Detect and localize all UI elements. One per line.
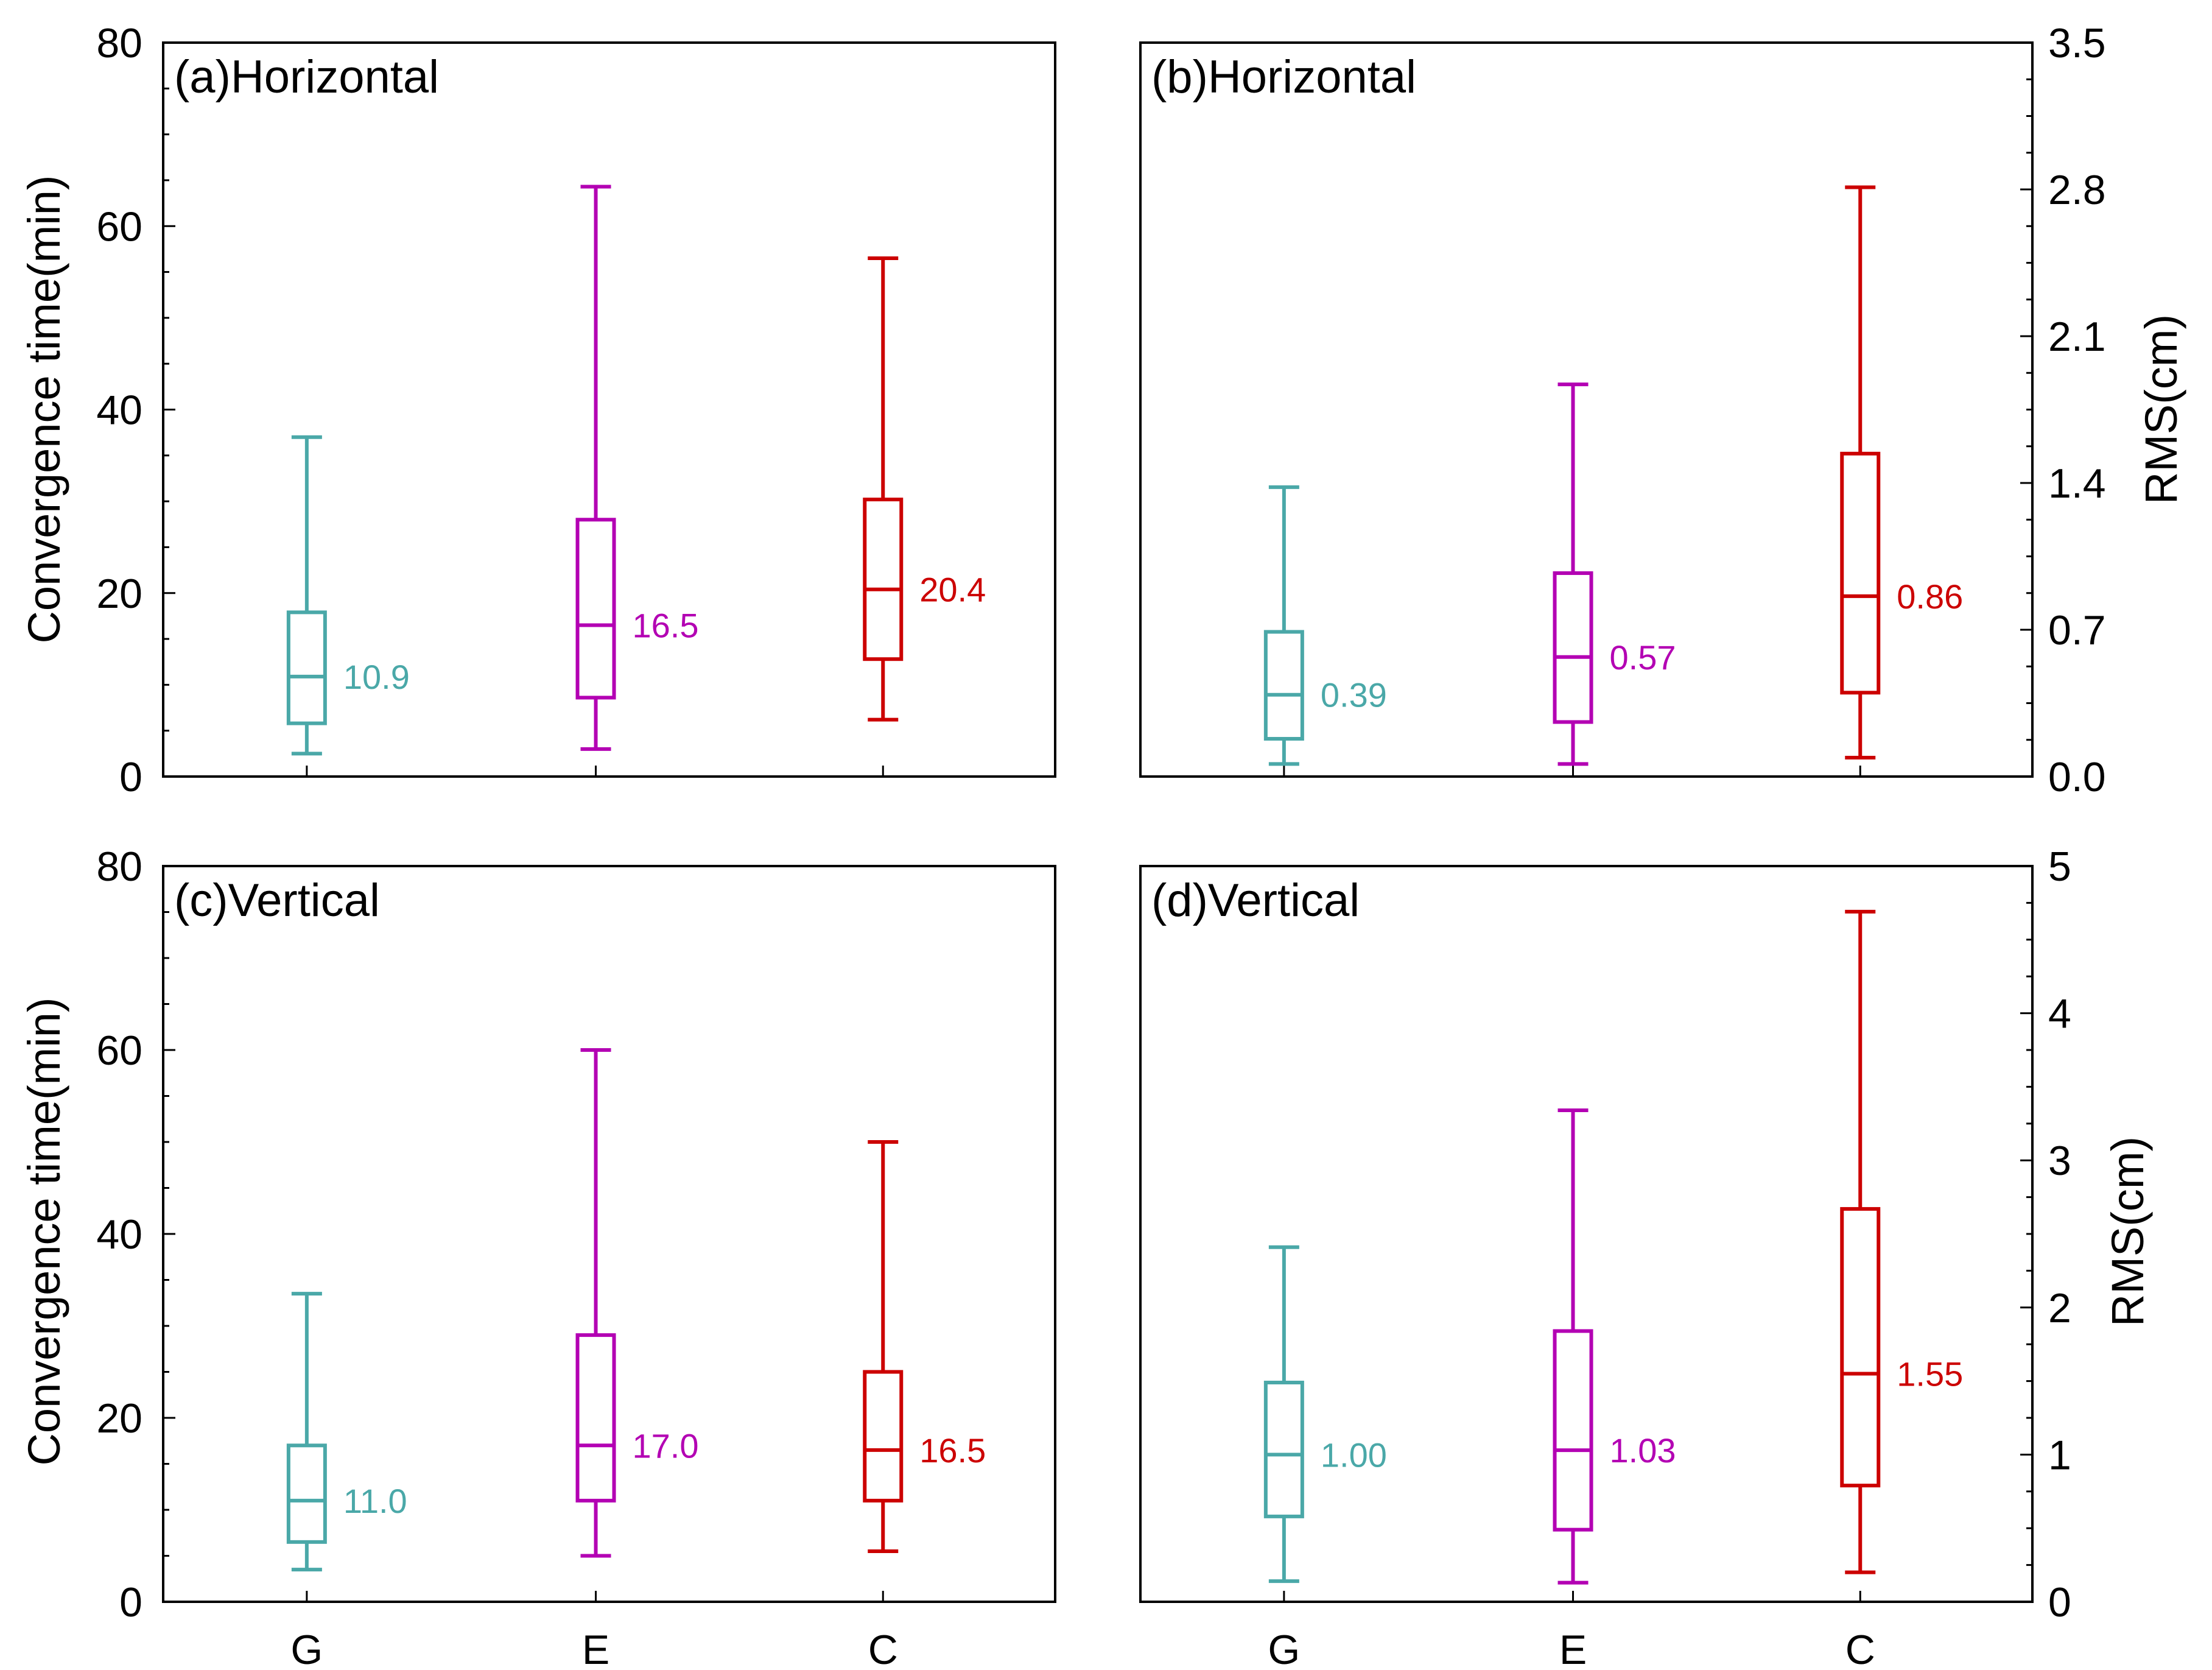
y-tick-label: 0 xyxy=(119,1579,142,1626)
box-E xyxy=(1553,382,1593,766)
box-E xyxy=(575,1048,616,1558)
iqr-box xyxy=(575,518,616,700)
iqr-box xyxy=(575,1333,616,1503)
median-label-E: 0.57 xyxy=(1610,638,1676,677)
y-tick-label: 4 xyxy=(2048,991,2071,1037)
median-label-E: 1.03 xyxy=(1610,1431,1676,1470)
right-ylabel-bottom: RMS(cm) xyxy=(2102,1136,2153,1326)
box-C xyxy=(1840,185,1881,760)
y-tick-label: 20 xyxy=(96,1395,142,1442)
median-label-G: 11.0 xyxy=(343,1482,407,1520)
y-tick-label: 3 xyxy=(2048,1138,2071,1184)
iqr-box xyxy=(863,498,904,661)
median-label-C: 1.55 xyxy=(1897,1355,1963,1393)
median-label-E: 17.0 xyxy=(633,1426,699,1465)
y-tick-label: 5 xyxy=(2048,844,2071,890)
iqr-box xyxy=(863,1370,904,1503)
median-label-C: 16.5 xyxy=(919,1431,986,1470)
y-tick-label: 2.1 xyxy=(2048,314,2106,360)
median-label-C: 20.4 xyxy=(919,571,986,609)
median-label-C: 0.86 xyxy=(1897,577,1963,616)
right-ylabel-top: RMS(cm) xyxy=(2136,314,2186,504)
x-tick-label-G: G xyxy=(290,1627,323,1670)
iqr-box xyxy=(1263,630,1304,741)
panel-title: (a)Horizontal xyxy=(174,51,439,103)
x-tick-label-C: C xyxy=(868,1627,898,1670)
panel-title: (d)Vertical xyxy=(1151,875,1360,926)
y-tick-label: 80 xyxy=(96,844,142,890)
median-label-G: 10.9 xyxy=(343,658,410,696)
y-tick-label: 40 xyxy=(96,387,142,434)
panel-c: 0 20 40 60 80 G E C (c)Vertical 11.0 17.0 16.5 xyxy=(96,844,1056,1670)
panel-d: 0 1 2 3 4 5 G E C (d)Vertical 1.00 1.03 1.55 xyxy=(1139,844,2071,1670)
y-tick-label: 0.0 xyxy=(2048,754,2106,800)
median-label-E: 16.5 xyxy=(633,606,699,644)
y-tick-label: 3.5 xyxy=(2048,20,2106,66)
iqr-box xyxy=(286,1443,327,1544)
y-tick-label: 80 xyxy=(96,20,142,66)
y-tick-label: 0 xyxy=(2048,1579,2071,1626)
median-label-G: 0.39 xyxy=(1321,676,1387,714)
panel-title: (c)Vertical xyxy=(174,875,380,926)
y-tick-label: 40 xyxy=(96,1211,142,1258)
y-tick-label: 2.8 xyxy=(2048,167,2106,213)
y-tick-label: 2 xyxy=(2048,1285,2071,1331)
y-tick-label: 1.4 xyxy=(2048,460,2106,507)
box-G xyxy=(1263,485,1304,766)
y-tick-label: 1 xyxy=(2048,1432,2071,1478)
box-G xyxy=(1263,1245,1304,1584)
panel-b: 0.0 0.7 1.4 2.1 2.8 3.5 (b)Horizontal 0.39 0.57 0… xyxy=(1139,20,2106,800)
iqr-box xyxy=(1263,1381,1304,1518)
y-tick-label: 60 xyxy=(96,1027,142,1074)
box-G xyxy=(286,435,327,756)
box-C xyxy=(863,256,904,722)
y-tick-label: 20 xyxy=(96,571,142,617)
box-C xyxy=(863,1140,904,1553)
box-G xyxy=(286,1292,327,1572)
iqr-box xyxy=(1840,451,1881,695)
iqr-box xyxy=(1840,1207,1881,1488)
x-tick-label-E: E xyxy=(1559,1627,1587,1670)
y-tick-label: 60 xyxy=(96,203,142,250)
panel-title: (b)Horizontal xyxy=(1151,51,1416,103)
panel-a: 0 20 40 60 80 (a)Horizontal 10.9 16.5 20.4 xyxy=(96,20,1056,800)
box-E xyxy=(1553,1108,1593,1585)
panels: 020406080(a)Horizontal10.916.520.40.00.7… xyxy=(96,20,2105,1670)
y-tick-label: 0.7 xyxy=(2048,607,2106,654)
iqr-box xyxy=(1553,1329,1593,1532)
left-ylabel-top: Convergence time(min) xyxy=(19,175,69,643)
x-tick-label-C: C xyxy=(1845,1627,1875,1670)
x-tick-label-E: E xyxy=(582,1627,609,1670)
box-C xyxy=(1840,909,1881,1574)
iqr-box xyxy=(1553,571,1593,724)
left-ylabel-bottom: Convergence time(min) xyxy=(19,997,69,1465)
box-E xyxy=(575,185,616,751)
median-label-G: 1.00 xyxy=(1321,1436,1387,1474)
y-tick-label: 0 xyxy=(119,754,142,800)
x-tick-label-G: G xyxy=(1268,1627,1300,1670)
iqr-box xyxy=(286,610,327,725)
